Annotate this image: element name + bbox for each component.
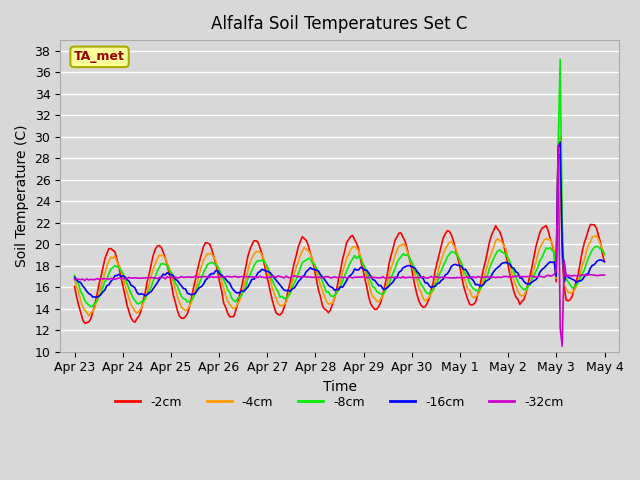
- Legend: -2cm, -4cm, -8cm, -16cm, -32cm: -2cm, -4cm, -8cm, -16cm, -32cm: [110, 391, 569, 414]
- X-axis label: Time: Time: [323, 380, 356, 394]
- Y-axis label: Soil Temperature (C): Soil Temperature (C): [15, 125, 29, 267]
- Text: TA_met: TA_met: [74, 50, 125, 63]
- Title: Alfalfa Soil Temperatures Set C: Alfalfa Soil Temperatures Set C: [211, 15, 468, 33]
